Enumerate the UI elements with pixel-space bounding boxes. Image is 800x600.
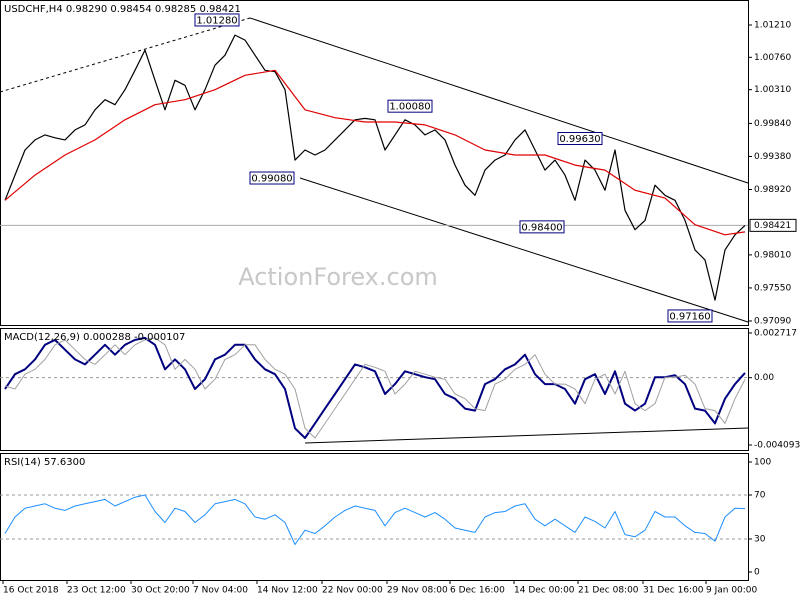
panel-title: RSI(14) 57.6300 (4, 457, 85, 468)
panel-title: USDCHF,H4 0.98290 0.98454 0.98285 0.9842… (4, 4, 241, 15)
series-line (4, 494, 746, 545)
y-tick-label: 0.98010 (754, 250, 791, 260)
macd-trend-line (304, 427, 749, 444)
annotation-box (249, 171, 295, 185)
x-tick-label: 6 Dec 16:00 (450, 586, 505, 596)
x-tick-label: 14 Dec 00:00 (514, 586, 575, 596)
y-tick-label: 100 (754, 458, 771, 468)
annotation-box (667, 309, 713, 323)
y-tick-label: 0.99380 (754, 152, 791, 162)
current-price-box (749, 218, 797, 232)
annotation-label: 0.99080 (251, 174, 292, 185)
rsi-panel (0, 453, 749, 581)
watermark: ActionForex.com (238, 263, 438, 291)
x-tick-label: 21 Dec 08:00 (578, 586, 639, 596)
y-tick-label: 0.002717 (754, 329, 797, 339)
y-tick-label: 0.00 (754, 373, 774, 383)
annotation-box (194, 13, 240, 27)
y-tick-label: 0 (754, 568, 760, 578)
y-tick-label: 0.97090 (754, 316, 791, 326)
annotation-box (519, 220, 565, 234)
annotation-label: 0.98400 (521, 222, 562, 233)
y-tick-label: 1.00760 (754, 53, 791, 63)
annotation-label: 0.99630 (559, 134, 600, 145)
y-tick-label: 1.00310 (754, 85, 791, 95)
panel-title: MACD(12,26,9) 0.000288 -0.000107 (4, 332, 185, 343)
series-line (4, 337, 746, 439)
x-tick-label: 30 Oct 20:00 (131, 586, 190, 596)
trend-line (0, 17, 251, 93)
y-tick-label: -0.004093 (754, 441, 800, 451)
annotation-label: 0.97160 (669, 311, 710, 322)
x-tick-label: 9 Jan 00:00 (706, 586, 758, 596)
x-tick-label: 23 Oct 12:00 (67, 586, 126, 596)
y-tick-label: 0.98920 (754, 185, 791, 195)
current-price-label: 0.98421 (754, 221, 791, 231)
x-tick-label: 31 Dec 16:00 (643, 586, 704, 596)
y-tick-label: 70 (754, 491, 766, 501)
x-tick-label: 22 Nov 00:00 (322, 586, 383, 596)
x-tick-label: 16 Oct 2018 (3, 586, 59, 596)
macd-panel (0, 328, 749, 451)
channel-top (249, 17, 749, 184)
y-tick-label: 0.97550 (754, 283, 791, 293)
series-line (4, 336, 746, 439)
annotation-box (387, 99, 433, 113)
price-panel (0, 0, 749, 326)
y-tick-label: 30 (754, 535, 766, 545)
annotation-label: 1.00080 (389, 102, 430, 113)
x-tick-label: 7 Nov 04:00 (193, 586, 248, 596)
x-tick-label: 14 Nov 12:00 (257, 586, 318, 596)
annotation-label: 1.01280 (196, 15, 237, 26)
channel-bottom (299, 177, 749, 323)
series-line (4, 34, 746, 301)
series-line (4, 69, 746, 236)
annotation-box (557, 132, 603, 146)
x-tick-label: 29 Nov 08:00 (387, 586, 448, 596)
y-tick-label: 0.99840 (754, 119, 791, 129)
y-tick-label: 1.01210 (754, 21, 791, 31)
